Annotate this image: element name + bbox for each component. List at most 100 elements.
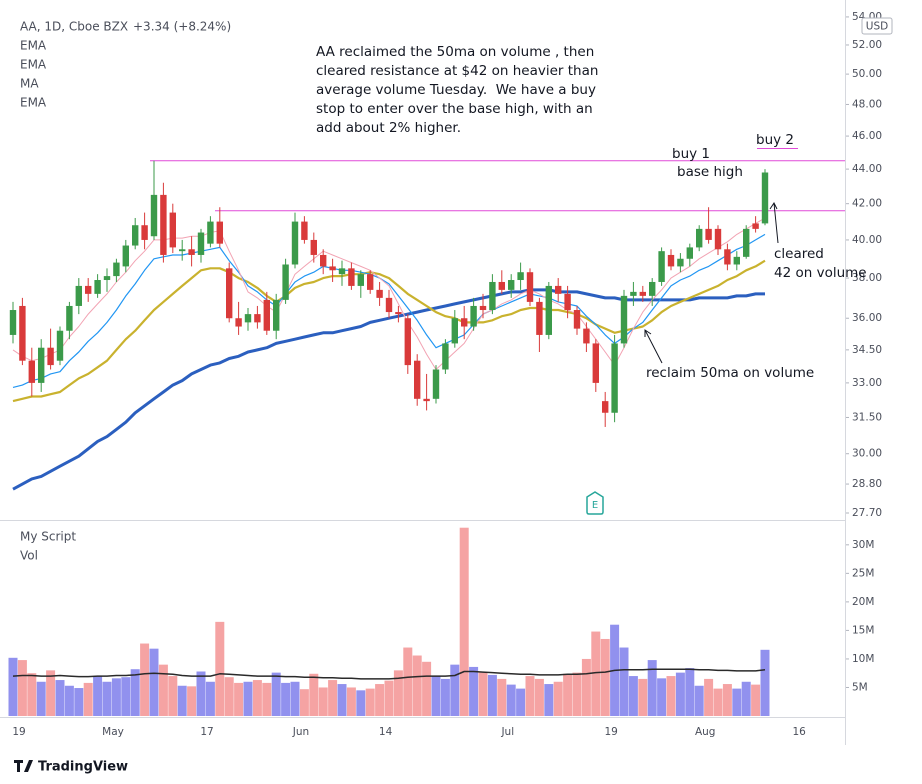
volume-bar <box>487 674 497 716</box>
candle-body <box>451 318 458 344</box>
volume-bar <box>431 676 441 716</box>
candle-body <box>714 228 722 250</box>
volume-bar <box>704 678 714 716</box>
candle-body <box>573 310 581 329</box>
candle-body <box>630 291 637 296</box>
candle-body <box>75 285 82 306</box>
volume-bar <box>215 621 225 716</box>
volume-average <box>12 668 766 680</box>
volume-bar <box>290 681 300 716</box>
candle-body <box>338 268 346 275</box>
volume-bar <box>83 682 93 716</box>
candle-body <box>197 232 205 255</box>
y-tick-label: 42.00 <box>852 198 882 210</box>
annotation: reclaim 50ma on volume <box>646 365 814 381</box>
candle-body <box>66 305 73 331</box>
logo-mark <box>14 760 33 772</box>
candle-body <box>169 212 176 248</box>
volume-bar <box>525 676 535 716</box>
x-tick-label: Jul <box>500 726 514 738</box>
volume-bar <box>121 677 131 716</box>
volume-bar <box>563 673 573 716</box>
volume-bar <box>534 678 544 716</box>
candle-body <box>677 258 684 267</box>
indicator-label: EMA <box>20 39 47 53</box>
volume-bar <box>741 681 751 716</box>
moving-average <box>12 259 766 403</box>
candle-body <box>113 262 120 277</box>
volume-bar <box>619 647 629 716</box>
candle-body <box>536 301 543 335</box>
volume-bar <box>224 677 234 716</box>
candle-body <box>103 276 111 281</box>
volume-bar <box>694 685 704 716</box>
x-tick-label: 14 <box>379 726 393 738</box>
y-tick-label: 46.00 <box>852 130 882 142</box>
candle-body <box>282 264 289 300</box>
note-line: AA reclaimed the 50ma on volume , then <box>316 44 594 60</box>
candle-body <box>357 274 364 286</box>
note-line: cleared resistance at $42 on heavier tha… <box>316 63 598 79</box>
volume-bar <box>346 687 356 716</box>
candle-body <box>602 401 609 413</box>
volume-bar <box>760 649 770 716</box>
volume-bar <box>375 684 385 716</box>
candle-body <box>385 297 393 313</box>
candle-body <box>752 223 759 229</box>
candle-body <box>367 274 374 290</box>
candle-body <box>348 268 355 286</box>
volume-bar <box>102 681 112 716</box>
volume-bar <box>647 660 657 716</box>
currency-box <box>861 17 893 35</box>
candle-body <box>489 281 496 311</box>
currency: USD <box>866 21 888 33</box>
volume-bar <box>497 678 507 716</box>
volume-bar <box>64 685 74 716</box>
volume-bar <box>8 657 18 716</box>
volume-bar <box>243 681 253 716</box>
volume-bar <box>544 684 554 716</box>
volume-bar <box>628 676 638 716</box>
volume-bar <box>55 680 65 716</box>
y-tick-label: 15M <box>852 624 874 636</box>
indicator-label: EMA <box>20 58 47 72</box>
candle-body <box>564 293 571 311</box>
annotation: base high <box>677 164 743 180</box>
volume-bar <box>234 682 244 716</box>
candle-body <box>376 289 383 298</box>
volume-bar <box>412 655 422 716</box>
volume-bar <box>722 684 732 716</box>
candle-body <box>329 266 336 271</box>
y-tick-label: 38.00 <box>852 272 882 284</box>
candle-body <box>47 347 54 366</box>
volume-bar <box>657 678 667 716</box>
volume-bar <box>111 678 121 716</box>
candle-body <box>310 239 317 255</box>
volume-bar <box>572 672 582 716</box>
candle-body <box>235 318 242 327</box>
candle-body <box>479 305 487 311</box>
y-tick-label: 20M <box>852 596 874 608</box>
symbol-title: AA, 1D, Cboe BZX <box>20 20 128 34</box>
x-tick-label: Aug <box>695 726 716 738</box>
volume-bar <box>365 688 375 716</box>
volume-bar <box>168 676 178 716</box>
annotation: buy 2 <box>756 132 794 148</box>
volume-bar <box>600 638 610 716</box>
candle-body <box>216 221 223 244</box>
candle-body <box>508 280 515 290</box>
y-tick-label: 25M <box>852 567 874 579</box>
indicator-label: EMA <box>20 96 47 110</box>
candle-body <box>724 249 731 265</box>
volume-bar <box>713 688 723 716</box>
volume-bar <box>459 527 469 716</box>
volume-bar <box>46 670 56 716</box>
volume-bar <box>252 680 262 716</box>
candle-body <box>517 272 524 281</box>
volume-bar <box>591 631 601 716</box>
x-tick-label: 19 <box>12 726 25 738</box>
candle-body <box>423 398 430 402</box>
volume-bar <box>675 672 685 716</box>
candle-body <box>273 299 280 331</box>
